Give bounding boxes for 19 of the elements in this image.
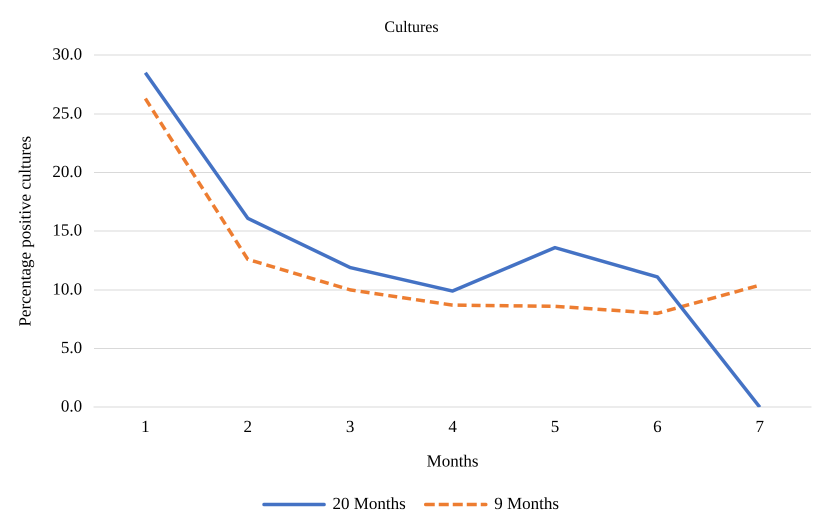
x-tick-label: 3 <box>346 416 354 436</box>
y-tick-label: 10.0 <box>52 279 82 298</box>
y-tick-label: 25.0 <box>52 103 82 122</box>
x-tick-label: 6 <box>653 416 662 436</box>
x-tick-label: 5 <box>550 416 560 436</box>
x-tick-label: 2 <box>244 416 252 436</box>
legend-label: 20 Months <box>332 494 406 513</box>
y-tick-label: 30.0 <box>52 44 82 64</box>
legend-label: 9 Months <box>494 494 559 513</box>
y-tick-label: 20.0 <box>52 162 82 181</box>
x-tick-label: 7 <box>756 416 765 436</box>
chart-title: Cultures <box>384 18 439 36</box>
x-tick-label: 1 <box>141 416 150 436</box>
x-axis-title: Months <box>426 451 479 470</box>
y-tick-label: 5.0 <box>60 338 82 357</box>
x-tick-label: 4 <box>448 416 458 436</box>
y-axis-title: Percentage positive cultures <box>16 136 35 327</box>
y-tick-label: 0.0 <box>60 396 82 416</box>
y-tick-label: 15.0 <box>52 220 82 240</box>
